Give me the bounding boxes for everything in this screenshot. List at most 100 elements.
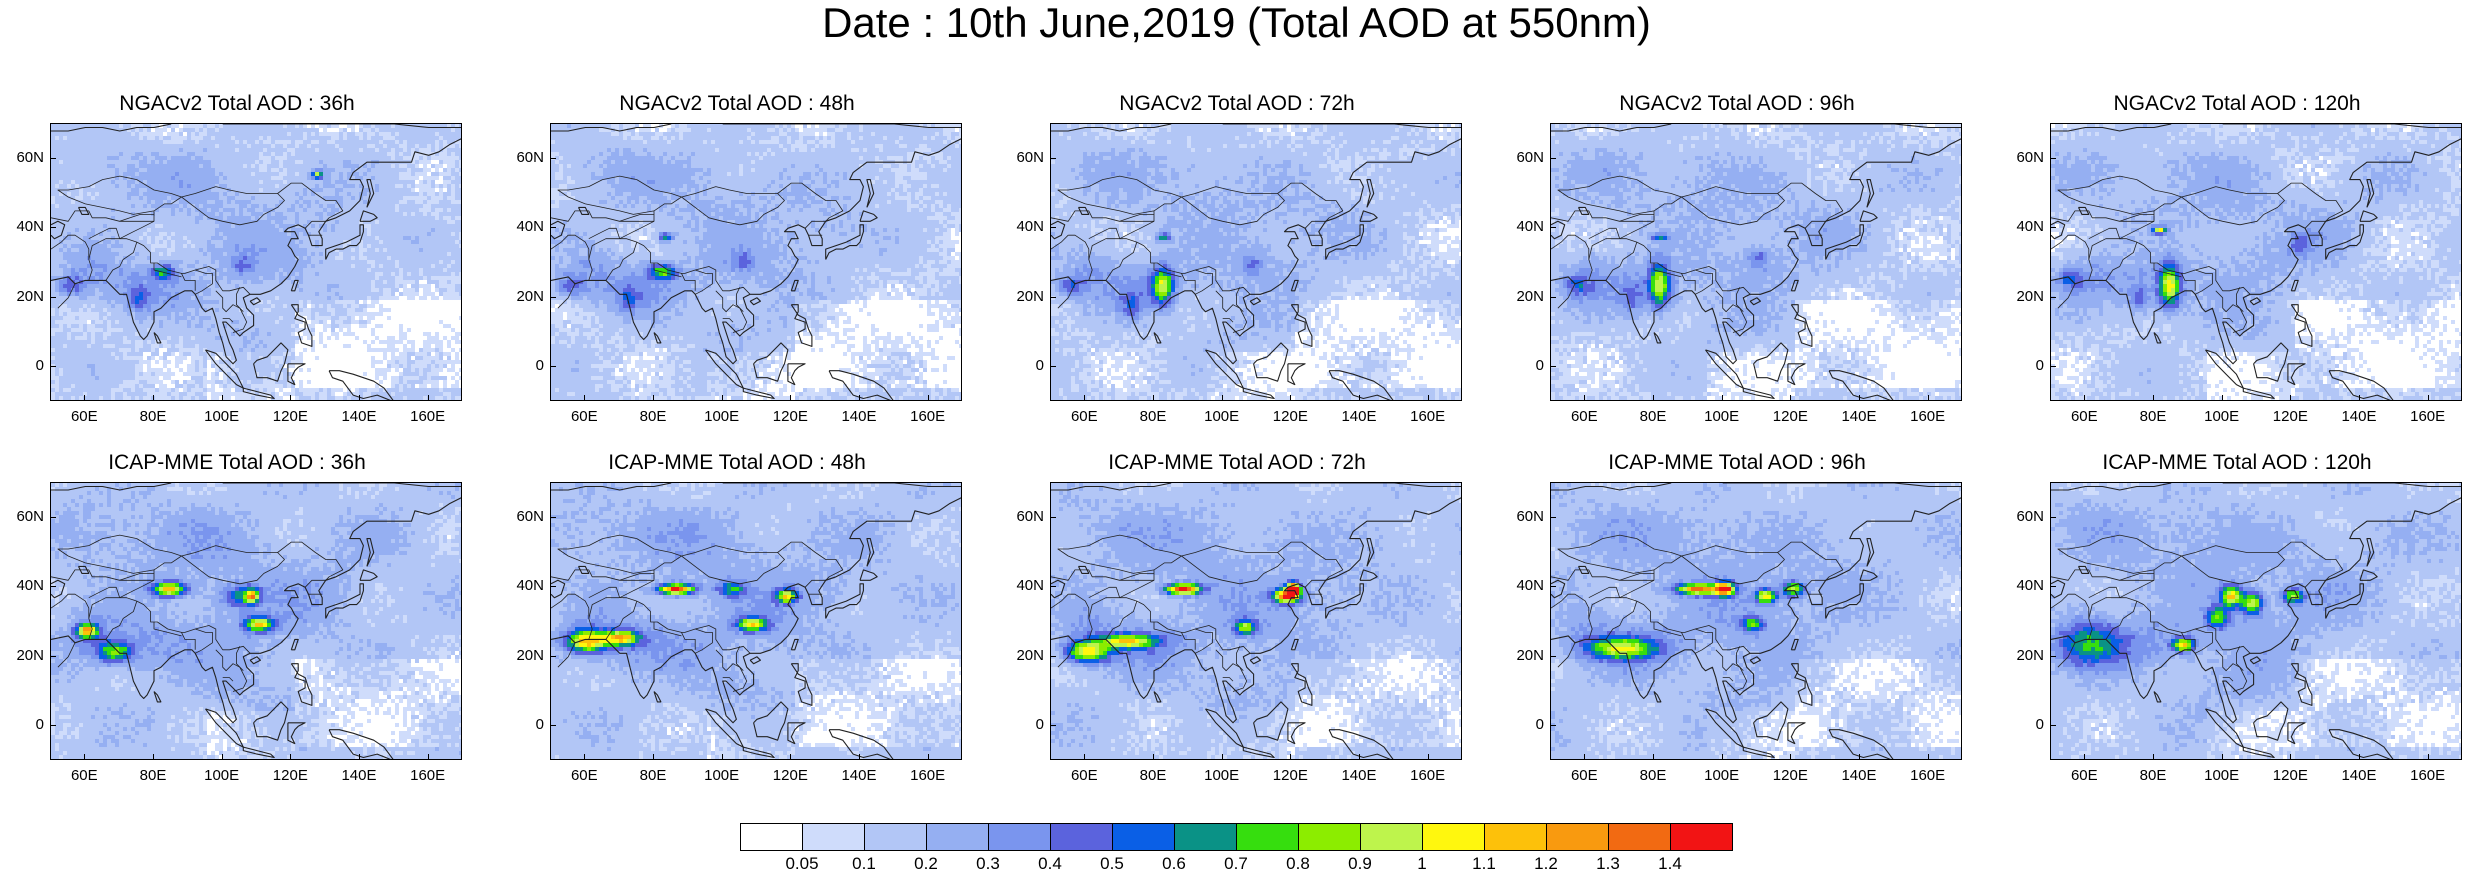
colorbar-swatch: [1236, 823, 1299, 851]
colorbar-label: 0.4: [1030, 855, 1070, 873]
aod-map-canvas: [1551, 483, 1962, 760]
map-panel: ICAP-MME Total AOD : 36h 60N 40N 20N 0 60E 80E…: [2, 450, 472, 810]
lat-tick-label: 40N: [2004, 219, 2044, 235]
lon-tick-label: 60E: [2059, 768, 2109, 784]
lat-tick: [1550, 297, 1556, 298]
lat-tick: [2050, 366, 2056, 367]
colorbar-label: 1.3: [1588, 855, 1628, 873]
lon-tick: [2428, 754, 2429, 760]
lon-tick: [1859, 395, 1860, 401]
lat-tick: [550, 586, 556, 587]
colorbar-swatch: [1484, 823, 1547, 851]
lat-tick-label: 60N: [504, 509, 544, 525]
lon-tick-label: 60E: [559, 409, 609, 425]
lon-tick-label: 160E: [903, 409, 953, 425]
lat-tick: [1550, 656, 1556, 657]
lon-tick: [84, 754, 85, 760]
colorbar-swatch: [1360, 823, 1423, 851]
colorbar-label: 0.2: [906, 855, 946, 873]
colorbar-label: 0.1: [844, 855, 884, 873]
lat-tick: [1050, 297, 1056, 298]
lon-tick-label: 100E: [197, 409, 247, 425]
lon-tick-label: 60E: [1559, 768, 1609, 784]
lon-tick: [428, 754, 429, 760]
lat-tick: [50, 297, 56, 298]
colorbar-label: 0.05: [782, 855, 822, 873]
aod-field: [2051, 124, 2462, 401]
aod-field: [1051, 124, 1462, 401]
lon-tick-label: 120E: [265, 409, 315, 425]
lat-tick-label: 40N: [2004, 578, 2044, 594]
lon-tick: [2359, 754, 2360, 760]
lat-tick-label: 20N: [4, 648, 44, 664]
aod-map: [1050, 123, 1462, 401]
lon-tick-label: 60E: [2059, 409, 2109, 425]
lon-tick: [653, 395, 654, 401]
lat-tick: [550, 517, 556, 518]
colorbar-swatch: [988, 823, 1051, 851]
aod-field: [551, 483, 962, 760]
lat-tick: [1550, 158, 1556, 159]
lon-tick: [428, 395, 429, 401]
lon-tick: [1790, 754, 1791, 760]
lon-tick: [1290, 754, 1291, 760]
lon-tick: [1084, 754, 1085, 760]
lon-tick-label: 120E: [1765, 768, 1815, 784]
colorbar-label: 0.9: [1340, 855, 1380, 873]
map-panel: ICAP-MME Total AOD : 48h 60N 40N 20N 0 60E 80E…: [502, 450, 972, 810]
lon-tick: [1653, 395, 1654, 401]
lon-tick: [1153, 754, 1154, 760]
lon-tick: [2359, 395, 2360, 401]
lat-tick: [50, 158, 56, 159]
lon-tick: [2222, 395, 2223, 401]
colorbar-swatch: [926, 823, 989, 851]
aod-field: [2051, 483, 2462, 760]
lon-tick: [153, 395, 154, 401]
lon-tick: [2290, 395, 2291, 401]
colorbar-label: 1.1: [1464, 855, 1504, 873]
lat-tick-label: 40N: [1504, 578, 1544, 594]
lon-tick-label: 120E: [2265, 409, 2315, 425]
lat-tick: [1550, 586, 1556, 587]
aod-map: [2050, 482, 2462, 760]
lon-tick: [290, 754, 291, 760]
aod-field: [1551, 124, 1962, 401]
lon-tick: [2084, 395, 2085, 401]
lat-tick-label: 60N: [1504, 509, 1544, 525]
lat-tick-label: 20N: [1504, 289, 1544, 305]
lat-tick-label: 60N: [504, 150, 544, 166]
colorbar-swatch: [1112, 823, 1175, 851]
lat-tick-label: 20N: [504, 289, 544, 305]
colorbar-label: 0.6: [1154, 855, 1194, 873]
lat-tick-label: 20N: [1004, 289, 1044, 305]
panel-title: ICAP-MME Total AOD : 96h: [1502, 450, 1972, 476]
lat-tick-label: 40N: [1004, 219, 1044, 235]
lon-tick-label: 160E: [1903, 409, 1953, 425]
panel-title: ICAP-MME Total AOD : 72h: [1002, 450, 1472, 476]
lat-tick-label: 40N: [1504, 219, 1544, 235]
lat-tick: [50, 366, 56, 367]
map-panel: NGACv2 Total AOD : 36h 60N 40N 20N 0 60E 80E 10…: [2, 91, 472, 451]
aod-field: [51, 124, 462, 401]
lon-tick: [1290, 395, 1291, 401]
colorbar-swatch: [1670, 823, 1733, 851]
lon-tick-label: 140E: [1334, 409, 1384, 425]
lon-tick-label: 120E: [265, 768, 315, 784]
aod-map: [1550, 482, 1962, 760]
lat-tick: [1050, 227, 1056, 228]
lat-tick: [50, 656, 56, 657]
colorbar-label: 0.8: [1278, 855, 1318, 873]
panel-title: ICAP-MME Total AOD : 48h: [502, 450, 972, 476]
aod-map-canvas: [1551, 124, 1962, 401]
lat-tick-label: 60N: [2004, 150, 2044, 166]
lon-tick-label: 100E: [1197, 409, 1247, 425]
lon-tick: [222, 754, 223, 760]
lat-tick: [50, 517, 56, 518]
lon-tick: [1584, 395, 1585, 401]
panel-title: NGACv2 Total AOD : 96h: [1502, 91, 1972, 117]
lon-tick: [928, 395, 929, 401]
lon-tick-label: 100E: [2197, 409, 2247, 425]
aod-map: [1050, 482, 1462, 760]
lat-tick: [2050, 517, 2056, 518]
lon-tick-label: 140E: [834, 768, 884, 784]
